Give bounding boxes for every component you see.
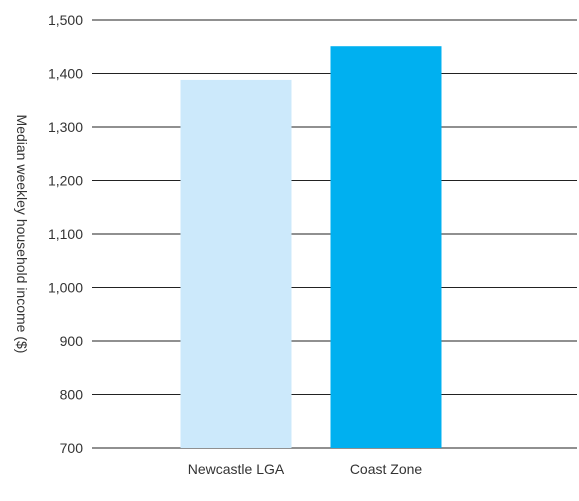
bars [180,46,442,449]
y-axis-title: Median weekley household income ($) [14,115,30,354]
y-tick-label: 700 [60,440,84,456]
y-tick-label: 1,300 [48,119,83,135]
y-tick-label: 1,400 [48,66,83,82]
y-tick-label: 800 [60,387,84,403]
category-label: Coast Zone [350,461,423,477]
y-tick-label: 1,000 [48,280,83,296]
category-label: Newcastle LGA [188,461,285,477]
category-labels: Newcastle LGA Coast Zone [188,461,423,477]
bar-coast-zone [330,46,442,449]
y-tick-label: 1,200 [48,173,83,189]
bar-newcastle-lga [180,79,292,449]
y-tick-label: 1,100 [48,226,83,242]
y-tick-label: 1,500 [48,12,83,28]
y-tick-labels: 700 800 900 1,000 1,100 1,200 1,300 1,400 1,500 [48,12,83,456]
y-tick-label: 900 [60,333,84,349]
